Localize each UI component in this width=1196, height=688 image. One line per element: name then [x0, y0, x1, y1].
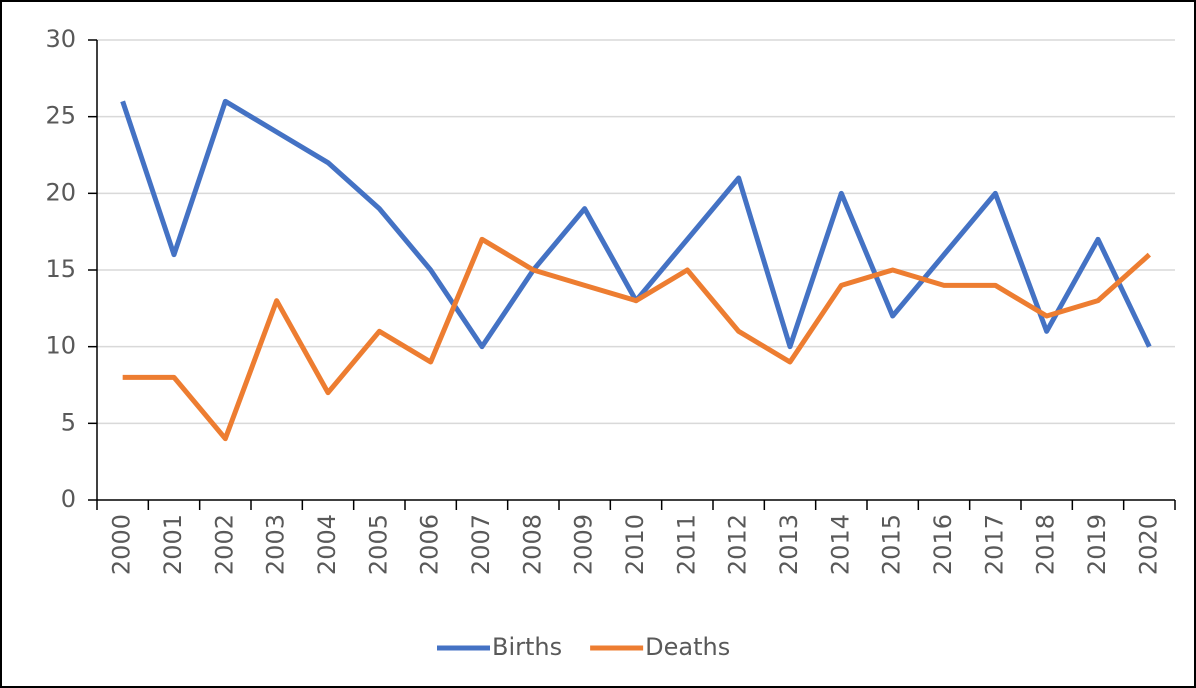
x-tick-label: 2002 [210, 514, 238, 575]
x-tick-label: 2003 [262, 514, 290, 575]
x-tick-label: 2009 [570, 514, 598, 575]
x-tick-label: 2020 [1134, 514, 1162, 575]
x-tick-label: 2011 [672, 514, 700, 575]
y-tick-label: 10 [45, 332, 76, 360]
x-tick-label: 2017 [980, 514, 1008, 575]
legend-label: Deaths [645, 633, 730, 661]
x-tick-label: 2012 [724, 514, 752, 575]
x-tick-label: 2019 [1083, 514, 1111, 575]
x-tick-label: 2005 [364, 514, 392, 575]
line-series [122, 236, 1151, 442]
legend-item: Births [437, 633, 562, 661]
x-tick-label: 2008 [518, 514, 546, 575]
x-tick-label: 2001 [159, 514, 187, 575]
y-tick-label: 25 [45, 102, 76, 130]
x-tick-label: 2006 [416, 514, 444, 575]
y-tick-label: 20 [45, 178, 76, 206]
x-tick-label: 2010 [621, 514, 649, 575]
x-tick-label: 2004 [313, 514, 341, 575]
legend-label: Births [492, 633, 562, 661]
x-tick-label: 2016 [929, 514, 957, 575]
x-tick-label: 2007 [467, 514, 495, 575]
x-tick-label: 2000 [108, 514, 136, 575]
y-tick-label: 0 [61, 485, 76, 513]
y-tick-label: 30 [45, 25, 76, 53]
x-tick-label: 2014 [826, 514, 854, 575]
x-tick-label: 2015 [878, 514, 906, 575]
y-tick-label: 15 [45, 255, 76, 283]
x-tick-label: 2013 [775, 514, 803, 575]
legend-item: Deaths [590, 633, 730, 661]
y-tick-label: 5 [61, 408, 76, 436]
x-tick-label: 2018 [1032, 514, 1060, 575]
